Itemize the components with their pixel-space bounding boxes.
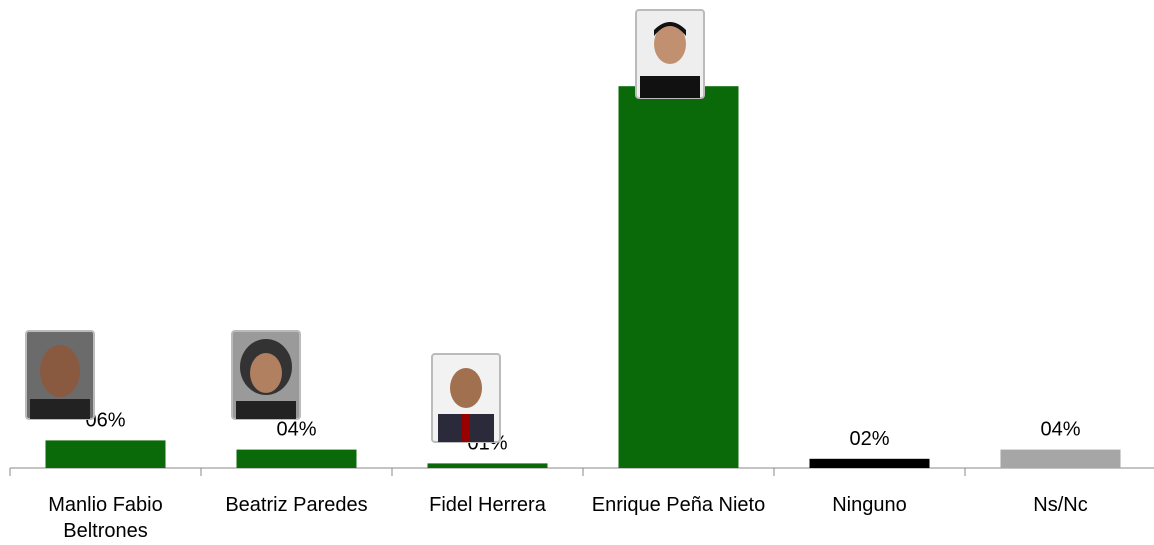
bar: [618, 86, 739, 468]
value-label: 02%: [849, 428, 889, 450]
photo: [635, 9, 705, 99]
x-tick-label: Ninguno: [832, 494, 907, 516]
x-tick-label: Ns/Nc: [1033, 494, 1088, 516]
value-label: 04%: [1040, 419, 1080, 441]
bar: [1000, 449, 1121, 468]
photo: [25, 330, 95, 420]
x-tick-label: Fidel Herrera: [429, 494, 546, 516]
bar: [45, 440, 166, 468]
bar: [809, 458, 930, 468]
x-tick-label: Beatriz Paredes: [225, 494, 368, 516]
photos: [25, 9, 705, 443]
x-tick-label: Enrique Peña Nieto: [591, 494, 766, 516]
value-label: 06%: [85, 409, 125, 431]
x-tick-label: Manlio Fabio Beltrones: [48, 494, 163, 542]
photo: [431, 353, 501, 443]
bar: [236, 449, 357, 468]
value-label: 04%: [276, 419, 316, 441]
photo: [231, 330, 301, 420]
bar: [427, 463, 548, 468]
